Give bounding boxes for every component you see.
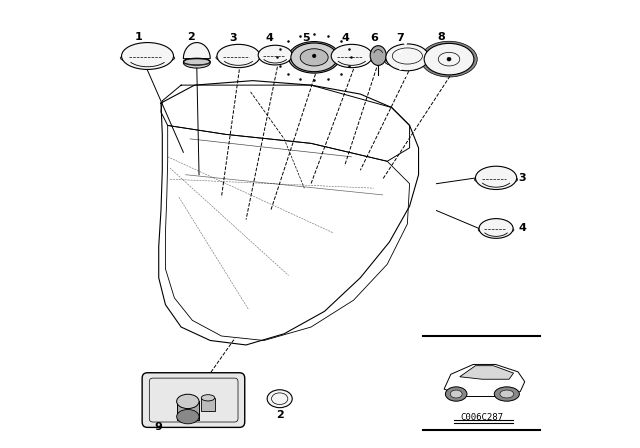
Text: 4: 4 [266,33,274,43]
Bar [202,398,215,411]
Ellipse shape [445,387,467,401]
Text: 4: 4 [518,224,527,233]
Text: 9: 9 [154,422,162,432]
Ellipse shape [217,44,260,68]
Ellipse shape [177,394,199,409]
Ellipse shape [478,226,514,234]
Ellipse shape [386,44,429,71]
Ellipse shape [257,53,293,60]
Text: 2: 2 [276,410,284,420]
Ellipse shape [289,42,340,73]
Text: 1: 1 [134,32,143,42]
Ellipse shape [385,55,429,64]
Ellipse shape [479,219,513,238]
Text: 7: 7 [396,33,404,43]
Ellipse shape [330,53,374,62]
Ellipse shape [312,54,316,58]
Ellipse shape [120,52,175,63]
FancyBboxPatch shape [142,373,244,427]
Ellipse shape [474,175,518,184]
Ellipse shape [447,57,451,61]
Polygon shape [460,366,513,379]
Text: 5: 5 [302,33,310,43]
Ellipse shape [370,46,387,65]
Text: 3: 3 [229,33,236,43]
Text: C006C287: C006C287 [461,413,504,422]
Text: 2: 2 [188,32,195,42]
Bar [177,401,199,420]
Ellipse shape [421,41,477,77]
Ellipse shape [476,166,516,190]
Text: 6: 6 [370,33,378,43]
Ellipse shape [201,395,215,401]
Ellipse shape [451,390,462,398]
Ellipse shape [300,49,328,66]
Ellipse shape [122,43,173,69]
Ellipse shape [258,45,292,65]
Ellipse shape [216,53,261,62]
Text: 3: 3 [518,173,526,183]
Ellipse shape [291,43,337,72]
Ellipse shape [177,409,199,424]
Ellipse shape [500,390,514,398]
Ellipse shape [184,57,210,68]
Ellipse shape [424,43,474,75]
Ellipse shape [267,390,292,408]
Polygon shape [184,43,210,59]
Text: 8: 8 [437,32,445,42]
Ellipse shape [385,55,430,67]
Text: 4: 4 [342,33,349,43]
Ellipse shape [332,44,372,68]
Ellipse shape [494,387,520,401]
